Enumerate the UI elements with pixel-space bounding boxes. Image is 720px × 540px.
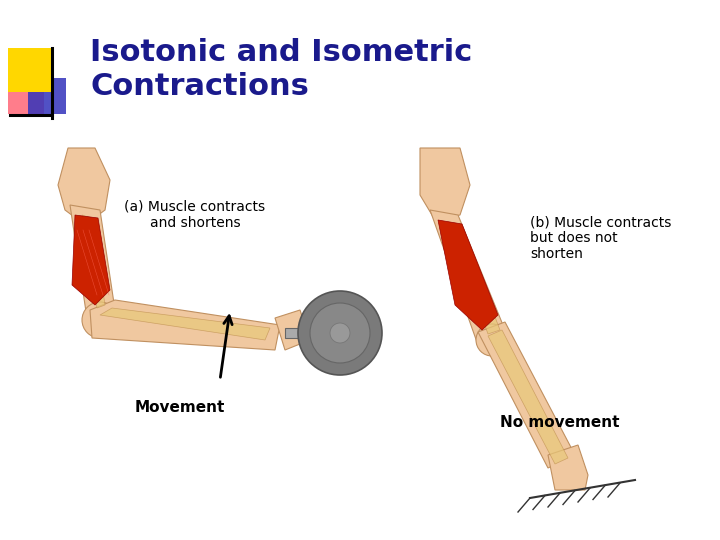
Circle shape [330,323,350,343]
Polygon shape [82,215,105,308]
Polygon shape [488,330,568,464]
Polygon shape [420,148,470,220]
Bar [8,48,52,92]
Circle shape [476,324,508,356]
Text: No movement: No movement [500,415,619,430]
Polygon shape [275,310,310,350]
Polygon shape [58,148,110,225]
Polygon shape [90,300,280,350]
Polygon shape [478,322,575,468]
Bar [285,328,330,338]
Circle shape [82,302,118,338]
Circle shape [310,303,370,363]
Text: Contractions: Contractions [90,72,309,101]
Text: Movement: Movement [135,400,225,415]
Polygon shape [438,220,498,330]
Polygon shape [448,222,500,334]
Polygon shape [70,205,115,325]
Polygon shape [548,445,588,490]
Bar [28,78,66,114]
Polygon shape [100,308,270,340]
Bar [8,78,44,114]
Text: (b) Muscle contracts
but does not
shorten: (b) Muscle contracts but does not shorte… [530,215,671,261]
Text: (a) Muscle contracts
and shortens: (a) Muscle contracts and shortens [125,200,266,230]
Polygon shape [72,215,110,305]
Polygon shape [430,210,505,345]
Text: Isotonic and Isometric: Isotonic and Isometric [90,38,472,67]
Circle shape [298,291,382,375]
